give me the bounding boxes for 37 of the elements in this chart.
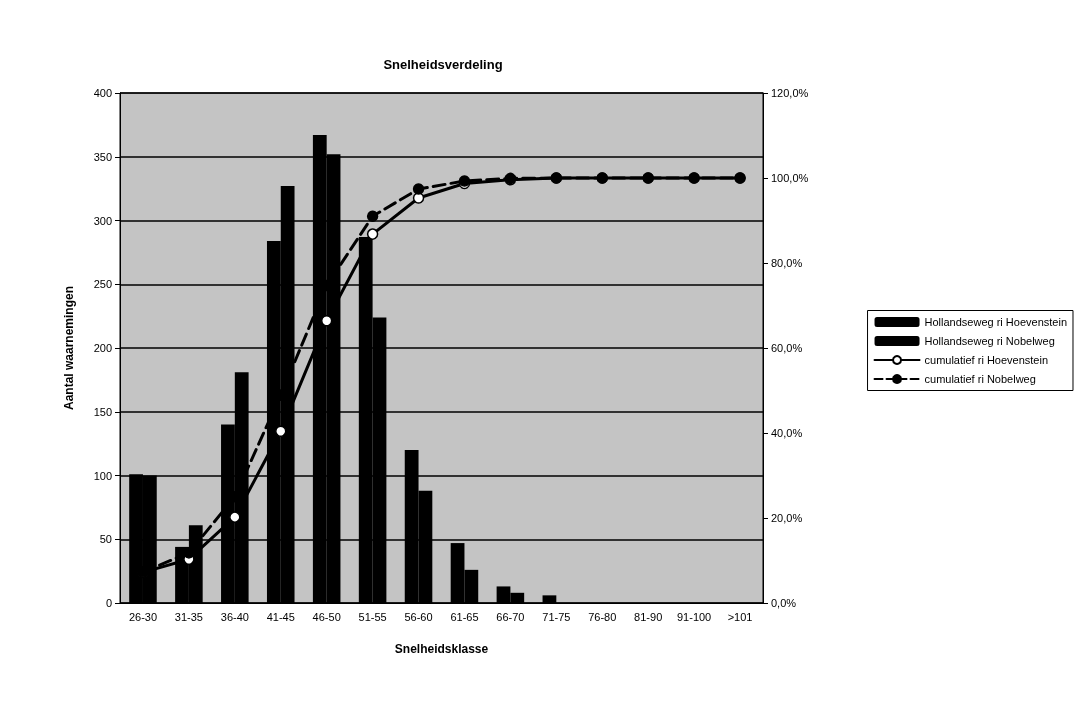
x-tick-label: 51-55 bbox=[358, 610, 387, 623]
x-tick-label: 91-100 bbox=[676, 610, 712, 623]
x-tick-label: 81-90 bbox=[634, 610, 663, 623]
y-tick-label: 0 bbox=[105, 597, 112, 609]
y2-tick-label: 100,0% bbox=[771, 172, 809, 184]
legend-label: cumulatief ri Hoevenstein bbox=[924, 354, 1049, 366]
legend-label: Hollandseweg ri Hoevenstein bbox=[924, 316, 1067, 328]
x-tick-label: 41-45 bbox=[266, 610, 295, 623]
x-tick-label: 36-40 bbox=[220, 610, 249, 623]
y2-tick-label: 120,0% bbox=[771, 87, 809, 99]
y2-tick-label: 20,0% bbox=[771, 512, 803, 524]
y-tick-label: 200 bbox=[93, 342, 112, 354]
x-tick-label: 46-50 bbox=[312, 610, 341, 623]
y2-tick-label: 40,0% bbox=[771, 427, 803, 439]
legend-label: cumulatief ri Nobelweg bbox=[924, 373, 1036, 385]
x-tick-label: 26-30 bbox=[128, 610, 158, 623]
x-axis-title: Snelheidsklasse bbox=[394, 642, 489, 656]
x-tick-label: 76-80 bbox=[588, 610, 617, 623]
x-tick-label: 66-70 bbox=[496, 610, 525, 623]
x-tick-label: >101 bbox=[727, 610, 753, 623]
chart-title: Snelheidsverdeling bbox=[383, 57, 503, 72]
y2-tick-label: 80,0% bbox=[771, 257, 803, 269]
y-tick-label: 300 bbox=[93, 214, 112, 227]
x-tick-label: 56-60 bbox=[404, 610, 433, 623]
x-tick-label: 71-75 bbox=[542, 610, 571, 623]
x-tick-label: 31-35 bbox=[174, 610, 203, 623]
y-tick-label: 250 bbox=[93, 278, 112, 291]
y2-tick-label: 60,0% bbox=[771, 342, 803, 354]
legend-label: Hollandseweg ri Nobelweg bbox=[924, 335, 1055, 347]
y-tick-label: 50 bbox=[99, 533, 112, 546]
y-tick-label: 150 bbox=[93, 405, 112, 418]
y-tick-label: 350 bbox=[93, 150, 112, 163]
y-tick-label: 400 bbox=[93, 87, 112, 99]
x-tick-label: 61-65 bbox=[450, 610, 479, 623]
y-axis-title: Aantal waarnemingen bbox=[62, 285, 76, 411]
y-tick-label: 100 bbox=[93, 469, 112, 482]
y2-tick-label: 0,0% bbox=[771, 597, 797, 609]
